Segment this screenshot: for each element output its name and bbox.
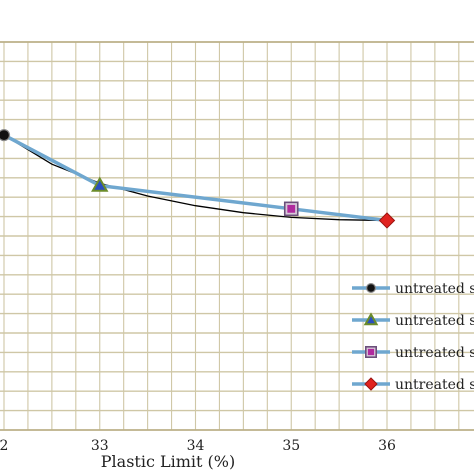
grid [0,41,474,431]
legend-label: untreated sc [395,281,474,297]
x-tick-label: 35 [282,438,300,454]
legend-label: untreated sc [395,313,474,329]
triangle-marker [363,312,379,326]
diamond-marker [364,377,378,391]
x-tick-labels: 2 33 34 35 36 [0,438,396,454]
legend: untreated sc untreated sc untreated sc untr… [352,281,474,393]
legend-label: untreated sc [395,377,474,393]
series-line [3,133,388,223]
diamond-marker [378,212,396,229]
square-marker [364,345,377,358]
x-axis-label: Plastic Limit (%) [101,452,235,471]
square-marker-inner [367,348,375,356]
series-group [3,133,388,223]
x-tick-label: 33 [91,438,109,454]
x-tick-label: 36 [378,438,396,454]
axes [0,41,474,431]
legend-item: untreated sc [352,345,474,361]
markers-group [0,129,396,229]
square-marker [283,201,299,217]
legend-label: untreated sc [395,345,474,361]
circle-marker [366,283,377,294]
legend-item: untreated sc [352,281,474,297]
circle-marker [0,129,11,142]
x-tick-label: 34 [187,438,205,454]
x-tick-label: 2 [0,438,8,454]
legend-item: untreated sc [352,312,474,329]
triangle-marker [91,176,109,192]
square-marker-inner [287,204,296,213]
legend-item: untreated sc [352,377,474,393]
